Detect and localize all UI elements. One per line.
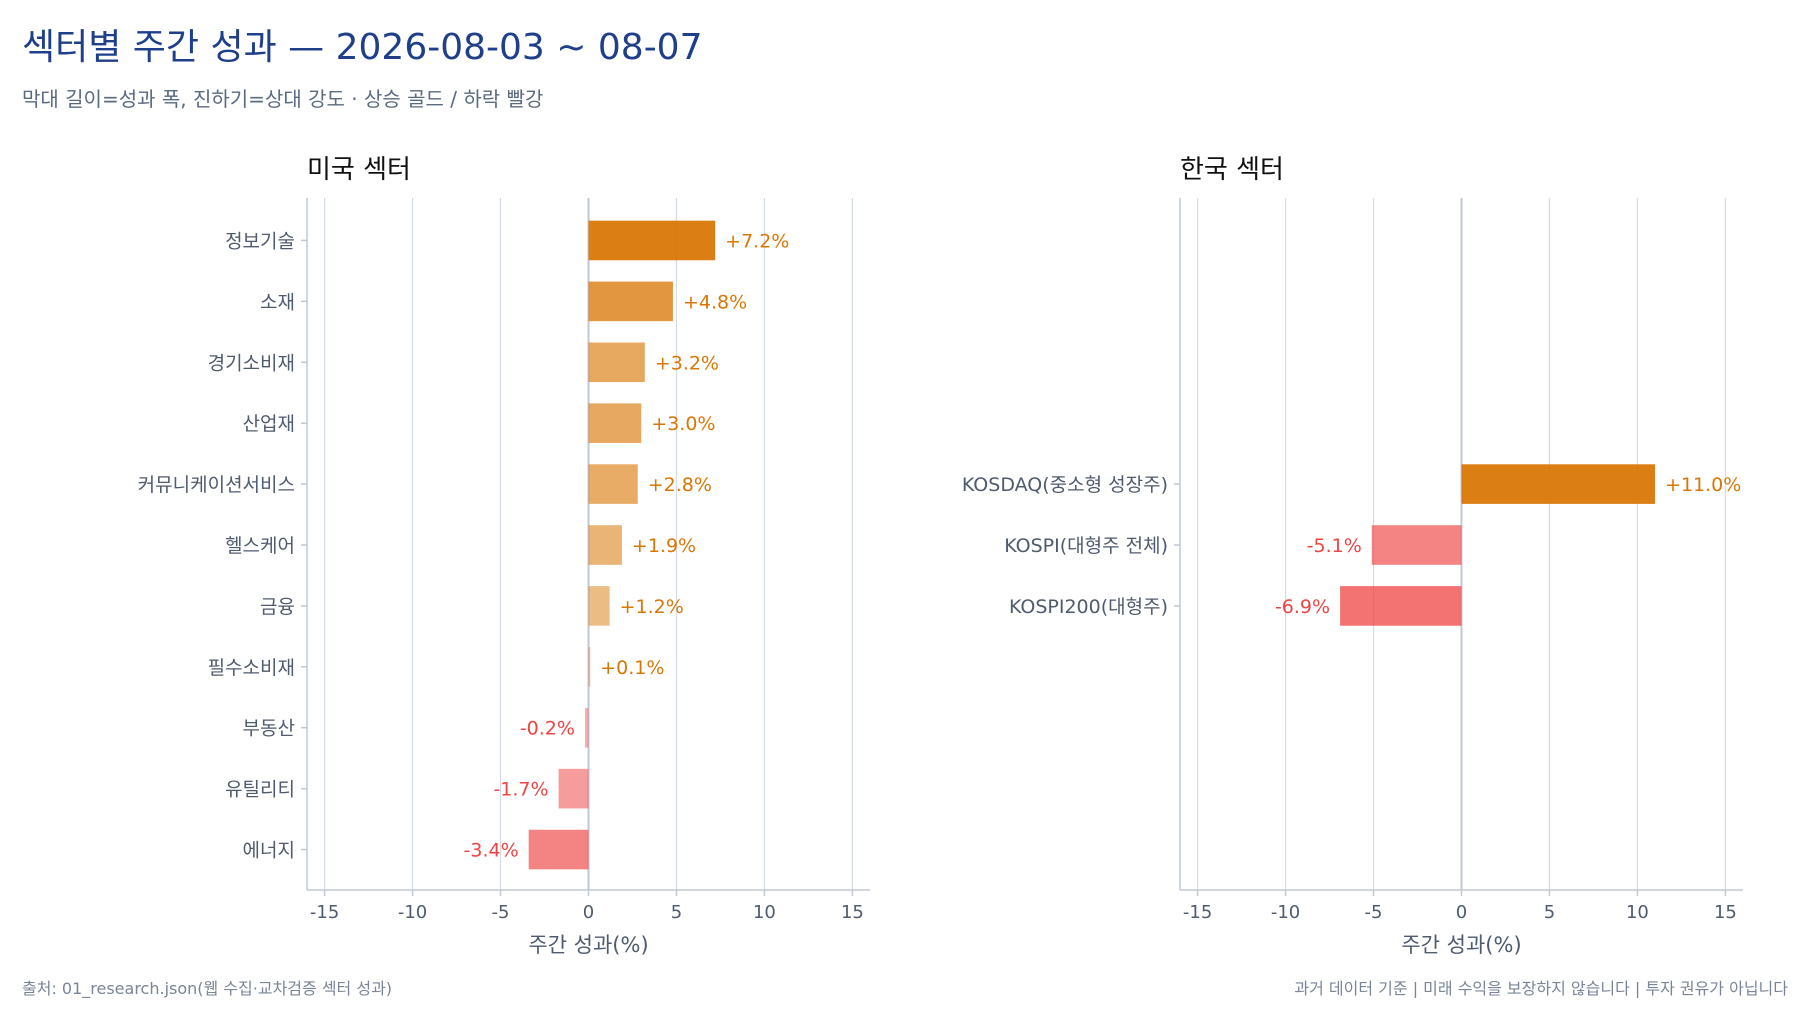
panel-1-data-label: +7.2%	[725, 230, 789, 252]
panel-2-data-label: +11.0%	[1665, 474, 1741, 496]
panel-1-bar	[588, 525, 622, 565]
panel-2-x-tick-label: -15	[1183, 902, 1212, 923]
panel-1-x-tick-label: 0	[583, 902, 594, 923]
panel-1-category-label: 커뮤니케이션서비스	[138, 474, 295, 496]
source-note: 출처: 01_research.json(웹 수집·교차검증 섹터 성과)	[22, 979, 393, 998]
panel-1-data-label: +1.9%	[632, 535, 696, 557]
panel-1-category-label: 에너지	[243, 840, 295, 862]
panel-2-category-label: KOSDAQ(중소형 성장주)	[962, 474, 1168, 496]
panel-2-bar	[1371, 525, 1462, 565]
panel-1-category-label: 필수소비재	[208, 657, 295, 679]
panel-2-x-tick-label: 0	[1456, 902, 1467, 923]
panel-1-category-label: 정보기술	[225, 230, 295, 252]
panel-1-bar	[584, 707, 589, 748]
panel-2-title: 한국 섹터	[1180, 155, 1284, 185]
panel-2-x-tick-label: 5	[1544, 902, 1555, 923]
panel-1-category-label: 경기소비재	[208, 352, 295, 374]
panel-1-data-label: -0.2%	[520, 718, 575, 740]
panel-1-bar	[588, 281, 673, 322]
panel-1-category-label: 산업재	[243, 413, 295, 435]
panel-2-bar	[1340, 586, 1462, 626]
panel-1-data-label: +0.1%	[600, 657, 664, 679]
panel-1-data-label: +3.0%	[651, 413, 715, 435]
panel-2-data-label: -6.9%	[1275, 596, 1330, 618]
panel-1-x-tick-label: 10	[753, 902, 776, 923]
panel-1-bar	[588, 220, 716, 261]
panel-2-x-tick-label: 10	[1626, 902, 1649, 923]
panel-2-category-label: KOSPI(대형주 전체)	[1004, 535, 1168, 557]
disclaimer-note: 과거 데이터 기준 | 미래 수익을 보장하지 않습니다 | 투자 권유가 아닙…	[1294, 979, 1788, 998]
panel-1-category-label: 부동산	[243, 718, 295, 740]
panel-1-data-label: +1.2%	[620, 596, 684, 618]
panel-2-x-tick-label: -10	[1271, 902, 1300, 923]
panel-1-x-tick-label: -15	[310, 902, 339, 923]
panel-1-bar	[528, 829, 589, 870]
panel-1-category-label: 헬스케어	[225, 535, 295, 557]
chart-subtitle: 막대 길이=성과 폭, 진하기=상대 강도 · 상승 골드 / 하락 빨강	[22, 87, 544, 111]
chart-title: 섹터별 주간 성과 — 2026-08-03 ~ 08-07	[22, 27, 703, 68]
panel-1-data-label: +4.8%	[683, 291, 747, 313]
panel-1-bar	[588, 403, 642, 443]
panel-1-x-tick-label: -5	[492, 902, 510, 923]
panel-2-x-axis-label: 주간 성과(%)	[1401, 933, 1521, 957]
panel-1-data-label: -1.7%	[493, 779, 548, 801]
panel-1-bar	[588, 586, 610, 626]
panel-1-x-tick-label: 15	[841, 902, 864, 923]
panel-1-bar	[588, 342, 645, 383]
panel-1-category-label: 금융	[260, 596, 295, 618]
panel-1-bar	[558, 768, 589, 809]
panel-2-category-label: KOSPI200(대형주)	[1009, 596, 1168, 618]
panel-1-x-tick-label: -10	[398, 902, 427, 923]
panel-1-data-label: -3.4%	[464, 840, 519, 862]
panel-1-data-label: +2.8%	[648, 474, 712, 496]
panel-1-bar	[588, 464, 638, 504]
panel-2-bar	[1461, 464, 1656, 504]
panel-1-x-tick-label: 5	[671, 902, 682, 923]
panel-1-title: 미국 섹터	[307, 155, 411, 185]
panel-2-x-tick-label: 15	[1714, 902, 1737, 923]
panel-2-data-label: -5.1%	[1307, 535, 1362, 557]
panel-1-category-label: 소재	[260, 291, 295, 313]
panel-1-x-axis-label: 주간 성과(%)	[528, 933, 648, 957]
panel-1-category-label: 유틸리티	[225, 779, 295, 801]
panel-2-x-tick-label: -5	[1365, 902, 1383, 923]
panel-1-bar	[588, 647, 591, 687]
panel-1-data-label: +3.2%	[655, 352, 719, 374]
